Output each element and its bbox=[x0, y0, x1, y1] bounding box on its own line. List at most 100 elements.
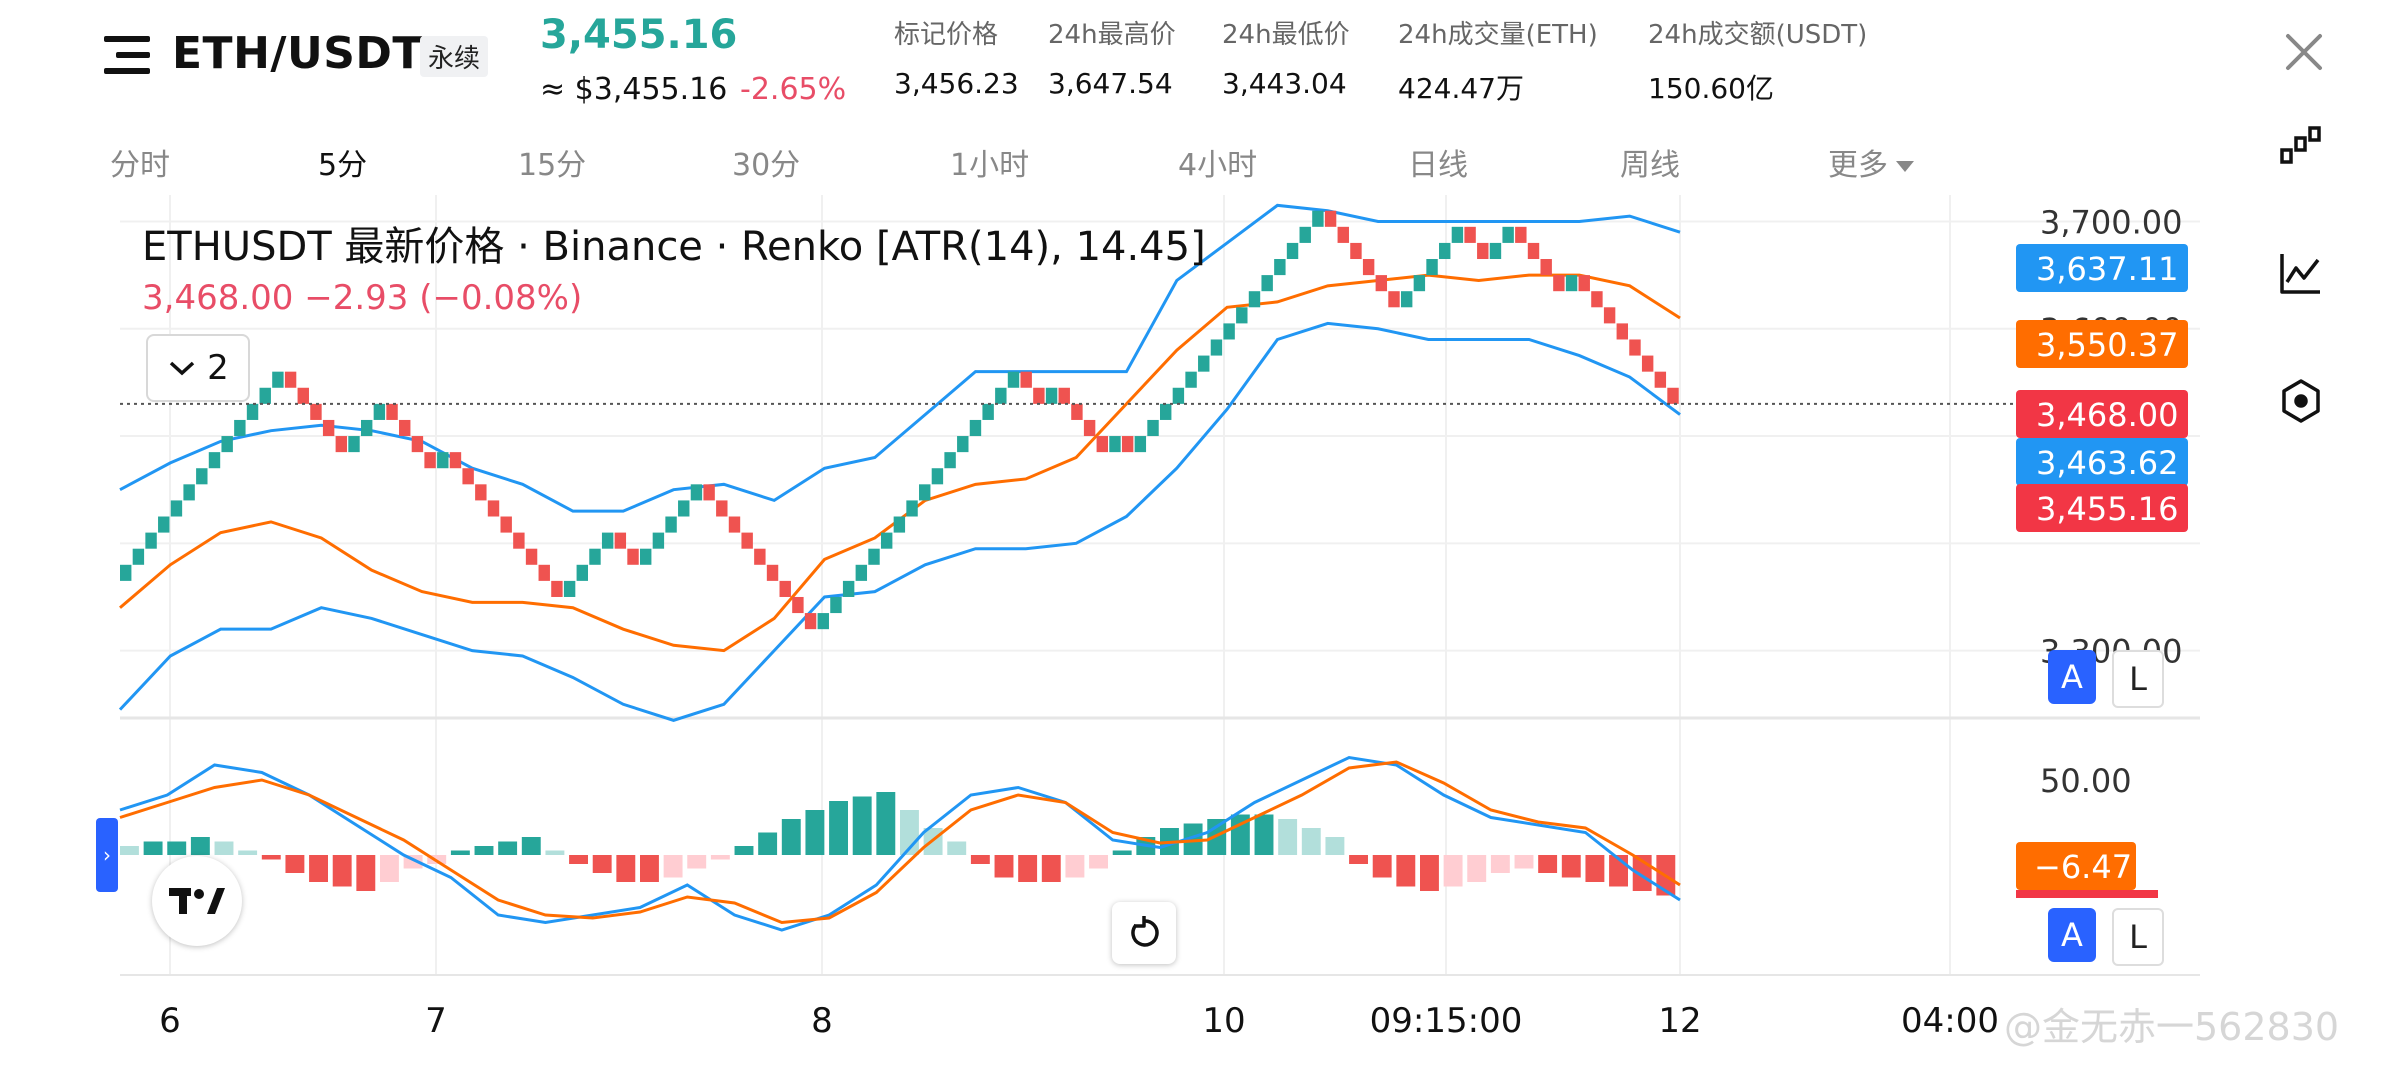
renko-brick bbox=[1058, 387, 1070, 404]
renko-brick bbox=[995, 387, 1007, 404]
log-scale-button-lower[interactable]: L bbox=[2112, 908, 2164, 966]
chart-type-icon[interactable] bbox=[2278, 124, 2324, 170]
renko-brick bbox=[589, 548, 601, 565]
renko-brick bbox=[1096, 436, 1108, 453]
log-scale-button[interactable]: L bbox=[2112, 650, 2164, 708]
histogram-bar bbox=[1018, 855, 1038, 882]
renko-brick bbox=[893, 516, 906, 533]
renko-brick bbox=[855, 564, 868, 581]
auto-scale-button[interactable]: A bbox=[2048, 650, 2096, 704]
renko-brick bbox=[1045, 387, 1058, 404]
renko-brick bbox=[1147, 419, 1159, 437]
osc-badge-edge bbox=[2016, 890, 2158, 898]
indicators-icon[interactable] bbox=[2278, 250, 2324, 296]
renko-brick bbox=[1362, 259, 1375, 276]
histogram-bar bbox=[1301, 828, 1321, 855]
tab-15m[interactable]: 15分 bbox=[518, 148, 587, 183]
histogram-bar bbox=[1396, 855, 1416, 887]
osc-slow-line bbox=[119, 760, 1681, 925]
tab-time[interactable]: 分时 bbox=[110, 148, 170, 183]
tab-more[interactable]: 更多 bbox=[1828, 140, 1914, 184]
price-badge-label: 3,637.11 bbox=[2036, 250, 2179, 288]
renko-brick bbox=[234, 419, 246, 437]
renko-brick bbox=[1007, 371, 1020, 388]
price-badge bbox=[2016, 320, 2188, 368]
renko-brick bbox=[1641, 355, 1654, 372]
renko-brick bbox=[1464, 226, 1476, 243]
renko-brick bbox=[1426, 259, 1438, 276]
renko-brick bbox=[386, 403, 398, 420]
histogram-bar bbox=[1112, 850, 1132, 855]
tab-1w[interactable]: 周线 bbox=[1620, 148, 1680, 183]
tab-more-label: 更多 bbox=[1828, 148, 1888, 183]
renko-brick bbox=[792, 596, 804, 614]
y-tick-label: 3,700.00 bbox=[2040, 203, 2183, 241]
osc-badge bbox=[2016, 842, 2136, 890]
close-icon[interactable] bbox=[2282, 30, 2326, 74]
histogram-bar bbox=[1349, 855, 1368, 864]
legend-collapse-button[interactable]: 2 bbox=[146, 334, 250, 402]
osc-fast-line bbox=[119, 755, 1681, 932]
histogram-bar bbox=[758, 832, 778, 855]
renko-brick bbox=[1274, 259, 1286, 276]
renko-brick bbox=[1033, 387, 1045, 404]
renko-brick bbox=[513, 532, 525, 549]
renko-brick bbox=[804, 613, 817, 630]
histogram-bar bbox=[781, 819, 801, 855]
stat-24h-low: 24h最低价 3,443.04 bbox=[1222, 14, 1350, 100]
renko-brick bbox=[652, 532, 665, 549]
histogram-bar bbox=[1561, 855, 1581, 878]
renko-brick bbox=[1337, 226, 1349, 243]
renko-brick bbox=[551, 580, 563, 597]
tab-1d[interactable]: 日线 bbox=[1408, 148, 1468, 183]
histogram-bar bbox=[521, 837, 541, 855]
osc-badge-label: −6.47 bbox=[2034, 848, 2132, 886]
stat-label: 24h最高价 bbox=[1048, 20, 1176, 50]
expand-handle-icon[interactable]: › bbox=[96, 818, 118, 892]
tradingview-logo-icon bbox=[169, 888, 225, 914]
chart-canvas[interactable]: 3,700.003,600.003,500.003,300.003,637.11… bbox=[0, 190, 2400, 1080]
reset-chart-button[interactable] bbox=[1112, 902, 1176, 964]
renko-brick bbox=[145, 532, 157, 549]
histogram-bar bbox=[1490, 855, 1510, 873]
stat-value: 424.47万 bbox=[1398, 72, 1524, 105]
tab-1h[interactable]: 1小时 bbox=[950, 148, 1030, 183]
renko-brick bbox=[1540, 259, 1552, 276]
tradingview-logo[interactable] bbox=[152, 856, 242, 946]
settings-icon[interactable] bbox=[2278, 378, 2324, 424]
tab-4h[interactable]: 4小时 bbox=[1178, 148, 1258, 183]
legend-values: 3,468.00 −2.93 (−0.08%) bbox=[142, 278, 583, 318]
renko-brick bbox=[411, 436, 424, 453]
renko-brick bbox=[525, 548, 538, 565]
bb-upper-line bbox=[119, 203, 1681, 513]
renko-brick bbox=[1324, 210, 1337, 227]
tab-5m[interactable]: 5分 bbox=[318, 148, 368, 183]
renko-brick bbox=[475, 484, 487, 501]
histogram-bar bbox=[380, 855, 399, 882]
renko-brick bbox=[678, 500, 690, 517]
auto-scale-button-lower[interactable]: A bbox=[2048, 908, 2096, 962]
histogram-bar bbox=[710, 855, 730, 860]
renko-brick bbox=[449, 452, 462, 469]
renko-brick bbox=[1629, 339, 1641, 356]
renko-brick bbox=[665, 516, 677, 533]
renko-brick bbox=[1172, 387, 1185, 404]
renko-brick bbox=[690, 484, 703, 501]
renko-brick bbox=[538, 564, 550, 581]
menu-icon[interactable] bbox=[104, 36, 150, 76]
renko-brick bbox=[284, 371, 297, 388]
stat-label: 标记价格 bbox=[894, 20, 999, 50]
stat-24h-turnover: 24h成交额(USDT) 150.60亿 bbox=[1648, 14, 1867, 107]
histogram-bar bbox=[1372, 855, 1392, 878]
renko-brick bbox=[373, 403, 386, 420]
renko-brick bbox=[741, 532, 753, 549]
renko-brick bbox=[221, 436, 233, 453]
histogram-bar bbox=[663, 855, 683, 878]
renko-brick bbox=[158, 516, 170, 533]
stat-label: 24h成交额(USDT) bbox=[1648, 20, 1868, 50]
renko-brick bbox=[982, 403, 994, 420]
histogram-bar bbox=[876, 792, 896, 855]
renko-brick bbox=[1286, 242, 1299, 260]
symbol-title[interactable]: ETH/USDT bbox=[172, 28, 423, 79]
tab-30m[interactable]: 30分 bbox=[732, 148, 801, 183]
